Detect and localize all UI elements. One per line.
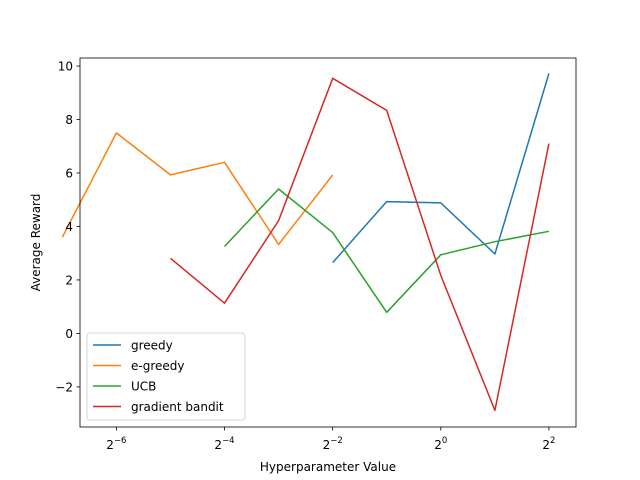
series-line-2 bbox=[223, 188, 550, 314]
y-tick-label: 8 bbox=[65, 113, 73, 127]
x-axis-label: Hyperparameter Value bbox=[260, 460, 396, 474]
y-tick-label: 6 bbox=[65, 166, 73, 180]
x-tick-label: 2−2 bbox=[323, 436, 343, 452]
series-line-0 bbox=[332, 73, 550, 264]
y-tick-label: −2 bbox=[55, 380, 73, 394]
y-tick-label: 4 bbox=[65, 220, 73, 234]
x-axis-ticks: 2−6 2−4 2−2 20 22 bbox=[106, 427, 555, 452]
y-axis-ticks: −2 0 2 4 6 8 10 bbox=[55, 60, 80, 394]
x-tick-label: 2−4 bbox=[214, 436, 234, 452]
legend-label: e-greedy bbox=[131, 359, 184, 373]
y-tick-label: 2 bbox=[65, 273, 73, 287]
series-line-3 bbox=[170, 77, 550, 412]
series-line-1 bbox=[61, 132, 334, 246]
x-tick-label: 22 bbox=[542, 436, 555, 452]
legend-label: gradient bandit bbox=[131, 400, 224, 414]
x-tick-label: 20 bbox=[434, 436, 447, 452]
y-tick-label: 10 bbox=[58, 60, 73, 74]
legend-label: UCB bbox=[131, 380, 156, 394]
legend-label: greedy bbox=[131, 339, 173, 353]
legend: greedy e-greedy UCB gradient bandit bbox=[86, 332, 246, 421]
plot-frame bbox=[79, 57, 577, 428]
y-tick-label: 0 bbox=[65, 327, 73, 341]
y-axis-label: Average Reward bbox=[29, 194, 43, 292]
legend-frame bbox=[86, 332, 246, 421]
x-tick-label: 2−6 bbox=[106, 436, 126, 452]
plot-lines bbox=[61, 73, 550, 412]
